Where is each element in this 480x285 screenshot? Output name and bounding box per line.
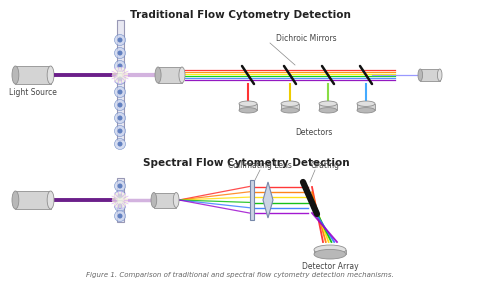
Circle shape bbox=[118, 115, 122, 121]
Ellipse shape bbox=[357, 108, 375, 113]
Circle shape bbox=[118, 50, 122, 56]
Bar bbox=[420, 69, 440, 81]
Circle shape bbox=[115, 34, 125, 46]
Circle shape bbox=[115, 74, 125, 84]
Circle shape bbox=[112, 192, 128, 208]
Ellipse shape bbox=[12, 191, 19, 209]
Circle shape bbox=[115, 201, 125, 211]
Circle shape bbox=[118, 64, 122, 68]
Ellipse shape bbox=[314, 245, 346, 255]
Ellipse shape bbox=[239, 108, 257, 113]
Bar bbox=[314, 250, 346, 254]
Text: Figure 1. Comparison of traditional and spectral flow cytometry detection mechan: Figure 1. Comparison of traditional and … bbox=[86, 272, 394, 278]
Bar bbox=[117, 178, 123, 222]
Ellipse shape bbox=[418, 69, 422, 81]
Circle shape bbox=[118, 38, 122, 42]
Circle shape bbox=[118, 129, 122, 133]
Circle shape bbox=[118, 141, 122, 146]
Circle shape bbox=[118, 76, 122, 82]
Text: Detectors: Detectors bbox=[295, 128, 333, 137]
Bar bbox=[357, 104, 375, 110]
Bar bbox=[15, 191, 50, 209]
Text: Grating: Grating bbox=[311, 161, 339, 170]
Text: Detector Array: Detector Array bbox=[302, 262, 358, 271]
Ellipse shape bbox=[281, 101, 299, 106]
Bar bbox=[239, 104, 257, 110]
Ellipse shape bbox=[437, 69, 442, 81]
Circle shape bbox=[115, 190, 125, 201]
Text: Collimating Lens: Collimating Lens bbox=[228, 161, 292, 170]
Bar bbox=[319, 104, 337, 110]
Text: Dichroic Mirrors: Dichroic Mirrors bbox=[276, 34, 336, 43]
Ellipse shape bbox=[281, 108, 299, 113]
Circle shape bbox=[115, 99, 125, 111]
Circle shape bbox=[115, 113, 125, 123]
Ellipse shape bbox=[319, 101, 337, 106]
Bar bbox=[154, 192, 176, 207]
Circle shape bbox=[118, 194, 122, 198]
Ellipse shape bbox=[47, 191, 54, 209]
Ellipse shape bbox=[47, 66, 54, 84]
Circle shape bbox=[115, 125, 125, 137]
Text: Traditional Flow Cytometry Detection: Traditional Flow Cytometry Detection bbox=[130, 10, 350, 20]
Bar bbox=[250, 180, 254, 220]
Ellipse shape bbox=[173, 192, 179, 207]
Circle shape bbox=[118, 203, 122, 209]
Circle shape bbox=[118, 89, 122, 95]
Text: Light Source: Light Source bbox=[9, 88, 57, 97]
Circle shape bbox=[115, 211, 125, 221]
Ellipse shape bbox=[239, 101, 257, 106]
Bar bbox=[117, 20, 123, 140]
Circle shape bbox=[115, 48, 125, 58]
Circle shape bbox=[115, 87, 125, 97]
Bar bbox=[15, 66, 50, 84]
Text: Spectral Flow Cytometry Detection: Spectral Flow Cytometry Detection bbox=[143, 158, 349, 168]
Polygon shape bbox=[263, 182, 273, 218]
Ellipse shape bbox=[319, 108, 337, 113]
Circle shape bbox=[115, 139, 125, 150]
Ellipse shape bbox=[314, 249, 346, 259]
Ellipse shape bbox=[151, 192, 156, 207]
Ellipse shape bbox=[179, 67, 185, 83]
Bar bbox=[281, 104, 299, 110]
Bar bbox=[158, 67, 182, 83]
Ellipse shape bbox=[12, 66, 19, 84]
Ellipse shape bbox=[155, 67, 161, 83]
Ellipse shape bbox=[357, 101, 375, 106]
Circle shape bbox=[115, 180, 125, 192]
Circle shape bbox=[118, 213, 122, 219]
Circle shape bbox=[118, 184, 122, 188]
Circle shape bbox=[115, 60, 125, 72]
Circle shape bbox=[112, 67, 128, 83]
Circle shape bbox=[118, 103, 122, 107]
